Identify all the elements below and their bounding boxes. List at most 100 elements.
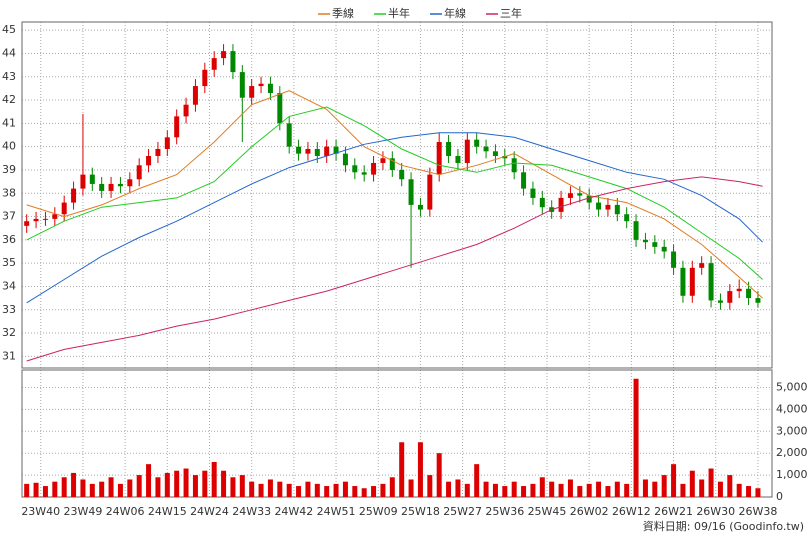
volume-bar [202,470,208,497]
candle-body [699,263,705,268]
ma-line [26,106,763,280]
candle-body [596,202,602,210]
candle-body [436,141,442,175]
volume-bar [717,481,723,497]
price-frame [21,21,773,369]
candle-body [80,174,86,189]
x-tick-label: 24W15 [148,505,187,518]
volume-bar [108,477,114,497]
volume-bar [492,483,498,497]
volume-bar [708,468,714,497]
volume-bar [605,486,611,497]
volume-bar [324,486,330,497]
volume-bar [33,482,39,497]
candle-body [624,214,630,222]
volume-bar [239,475,245,497]
candle-body [567,193,573,198]
candle-body [708,263,714,301]
volume-bar [671,464,677,497]
volume-bar [652,481,658,497]
volume-bar [61,477,67,497]
volume-bar [736,483,742,497]
candle-body [230,51,236,73]
candle-body [455,155,461,163]
candle-body [577,193,583,196]
candle-body [539,197,545,208]
candle-body [689,267,695,296]
candle-body [483,146,489,152]
volume-bar [502,486,508,497]
candle-body [408,179,414,205]
y-tick-label: 35 [2,256,16,269]
volume-bar [474,464,480,497]
volume-bar [127,479,133,497]
volume-bar [633,378,639,497]
y-tick-label: 38 [2,186,16,199]
candle-body [89,174,95,184]
volume-bar [427,475,433,497]
candle-body [324,146,330,156]
candle-body [277,93,283,124]
volume-bar [624,483,630,497]
x-tick-label: 24W24 [190,505,229,518]
volume-bar [164,472,170,497]
volume-bar [211,461,217,497]
legend-label: 半年 [388,6,410,20]
volume-bar [249,481,255,497]
y2-tick-label: 1,000 [776,468,808,481]
volume-bar [586,483,592,497]
candle-body [192,86,198,105]
volume-bar [596,481,602,497]
y-tick-label: 31 [2,349,16,362]
x-tick-label: 26W30 [696,505,735,518]
y2-tick-label: 3,000 [776,424,808,437]
y-tick-label: 39 [2,163,16,176]
volume-bar [136,475,142,497]
volume-bar [296,486,302,497]
y-tick-label: 42 [2,93,16,106]
volume-bar [174,470,180,497]
candle-body [586,195,592,203]
candle-body [108,183,114,191]
candle-body [417,204,423,210]
candle-body [314,148,320,156]
x-tick-label: 26W21 [654,505,693,518]
candle-body [239,72,245,98]
y2-tick-label: 0 [776,490,783,503]
volume-bar [689,470,695,497]
candle-body [267,83,273,94]
volume-bar [539,477,545,497]
candle-body [380,158,386,163]
candle-body [342,153,348,166]
candle-body [211,58,217,70]
candle-body [661,246,667,252]
candle-body [24,221,30,226]
x-tick-label: 23W49 [64,505,103,518]
volume-bar [389,477,395,497]
candle-body [33,218,39,222]
ma-line [26,90,763,299]
volume-bar [455,479,461,497]
legend-label: 季線 [332,6,354,20]
candle-body [71,188,77,203]
volume-bar [221,470,227,497]
candle-body [502,155,508,159]
candle-body [164,137,170,149]
candle-body [530,188,536,198]
volume-bar [436,453,442,497]
volume-bar [314,483,320,497]
x-tick-label: 25W36 [485,505,524,518]
candle-body [680,267,686,296]
candle-body [249,86,255,98]
volume-bar [746,486,752,497]
x-tick-label: 25W18 [401,505,440,518]
volume-bar [342,481,348,497]
volume-bar [42,486,48,497]
y-tick-label: 44 [2,46,16,59]
candle-body [614,204,620,215]
volume-bar [267,479,273,497]
candle-body [258,83,264,87]
volume-bar [727,475,733,497]
volume-bar [230,477,236,497]
candle-body [174,116,180,138]
